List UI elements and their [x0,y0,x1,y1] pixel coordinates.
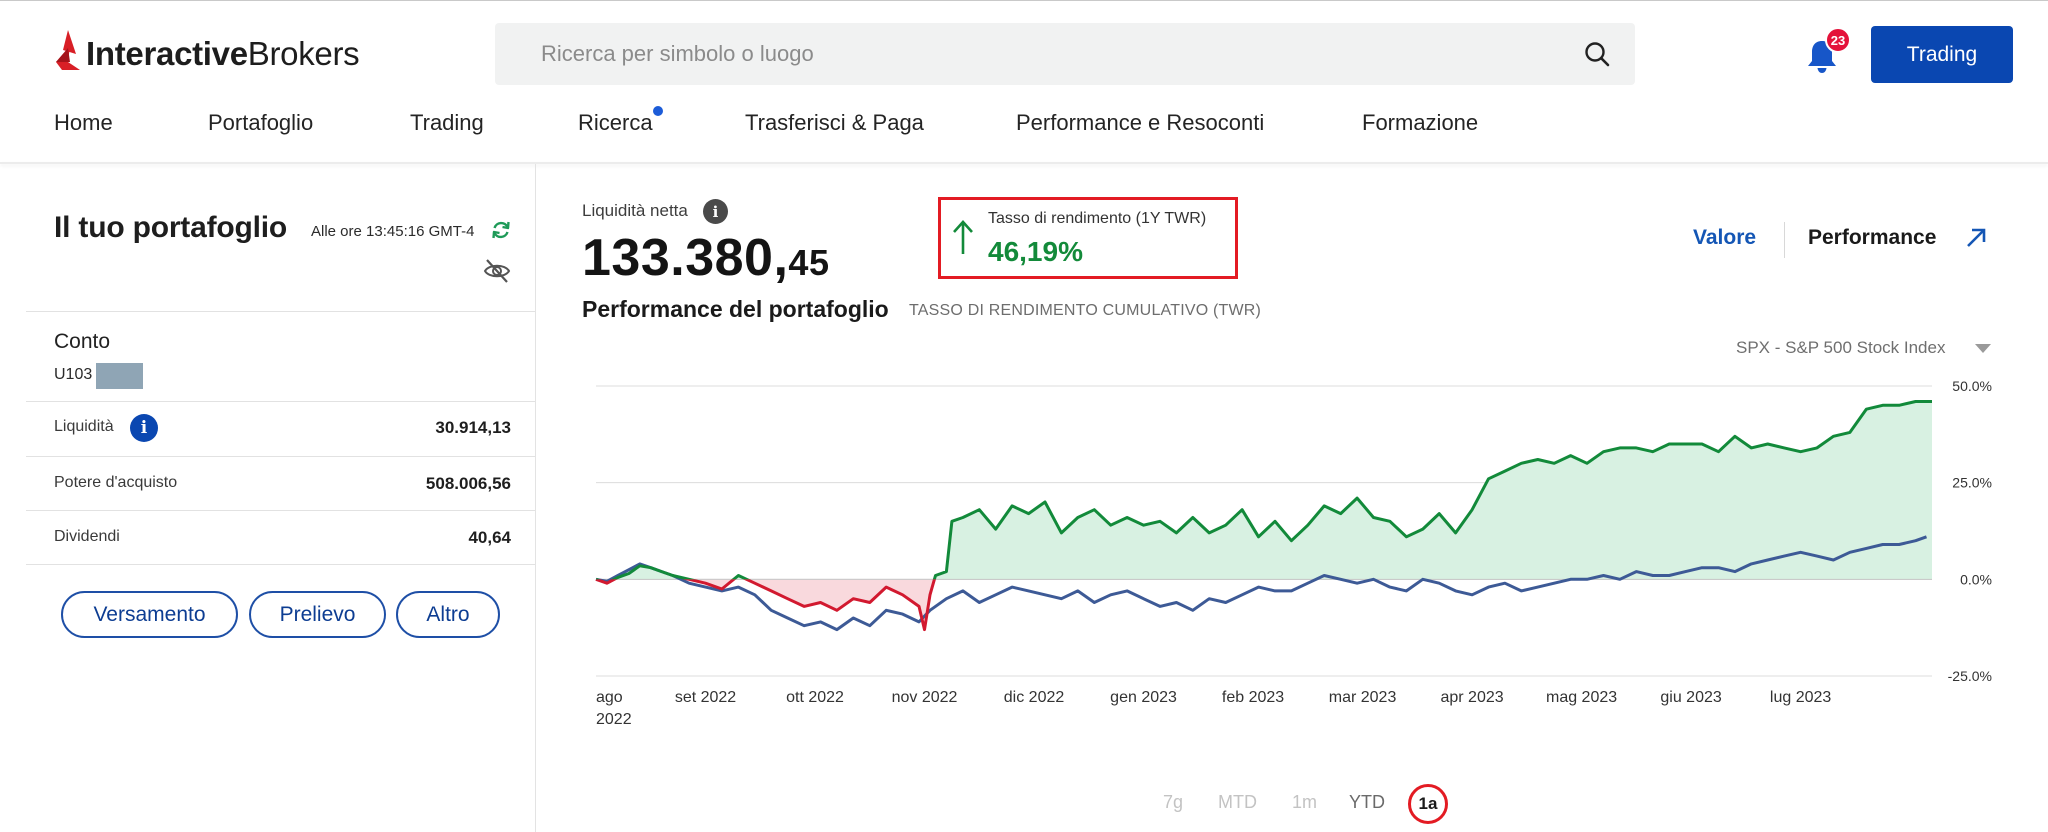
hide-values-eye-icon[interactable] [482,256,512,286]
x-tick-label: mar 2023 [1329,689,1397,706]
y-tick-label: 0.0% [1960,571,1992,587]
account-id: U103 [54,366,93,383]
chart-title: Performance del portafoglio [582,296,889,322]
other-button[interactable]: Altro [396,591,500,638]
x-tick-label: dic 2022 [1004,689,1065,706]
window-top-border [0,0,2048,1]
nav-portafoglio[interactable]: Portafoglio [208,110,314,135]
chart-subtitle: TASSO DI RENDIMENTO CUMULATIVO (TWR) [909,302,1262,319]
nav-formazione[interactable]: Formazione [1362,110,1479,135]
liquidity-info-icon[interactable]: i [130,414,158,442]
search-bar[interactable] [495,23,1635,85]
nav-performance-resoconti[interactable]: Performance e Resoconti [1016,110,1265,135]
performance-chart[interactable]: 50.0% 25.0% 0.0% -25.0% ago 2022 set 2022 ott 2… [580,370,2020,730]
view-performance-toggle[interactable]: Performance [1808,226,1937,249]
y-tick-label: 25.0% [1952,475,1992,491]
x-tick-label: apr 2023 [1440,689,1503,706]
x-tick-label: gen 2023 [1110,689,1177,706]
x-tick-label: giu 2023 [1660,689,1721,706]
y-tick-label: -25.0% [1948,668,1992,684]
net-liquidity-label: Liquidità netta [582,201,688,220]
deposit-button[interactable]: Versamento [61,591,238,638]
liquidity-value: 30.914,13 [435,418,511,437]
range-mtd[interactable]: MTD [1218,792,1257,812]
range-1a-selected[interactable]: 1a [1408,784,1448,824]
withdraw-button[interactable]: Prelievo [249,591,386,638]
twr-highlight: Tasso di rendimento (1Y TWR) 46,19% [938,197,1238,279]
interactive-brokers-logo[interactable]: InteractiveBrokers [54,28,360,80]
buying-power-label: Potere d'acquisto [54,474,178,491]
search-icon[interactable] [1583,40,1611,68]
benchmark-select[interactable]: SPX - S&P 500 Stock Index [1736,338,1946,357]
divider [26,311,535,312]
range-7g[interactable]: 7g [1163,792,1184,812]
portfolio-timestamp: Alle ore 13:45:16 GMT-4 [311,223,475,240]
nav-trading[interactable]: Trading [410,110,484,135]
divider [26,456,535,457]
brokers-flame-icon [56,30,80,70]
view-valore-toggle[interactable]: Valore [1693,226,1757,249]
x-tick-label: ago [596,689,623,706]
range-ytd[interactable]: YTD [1349,792,1385,812]
nav-trasferisci-paga[interactable]: Trasferisci & Paga [745,110,924,135]
liquidity-label: Liquidità [54,418,114,435]
nav-ricerca[interactable]: Ricerca [578,110,653,135]
portfolio-series-line-positive [595,400,1932,580]
chevron-down-icon[interactable] [1975,344,1991,353]
portfolio-title: Il tuo portafoglio [54,211,288,244]
notification-count-badge[interactable]: 23 [1825,27,1851,53]
buying-power-value: 508.006,56 [425,474,511,493]
nav-ricerca-new-dot [653,106,663,116]
account-label: Conto [54,330,111,353]
divider [26,510,535,511]
y-tick-label: 50.0% [1952,378,1992,394]
twr-label: Tasso di rendimento (1Y TWR) [988,210,1207,227]
panel-divider [535,164,536,832]
dividends-value: 40,64 [468,528,511,547]
portfolio-series-line-negative [595,579,936,632]
dividends-label: Dividendi [54,528,120,545]
x-tick-label: ott 2022 [786,689,844,706]
x-tick-label: feb 2023 [1222,689,1284,706]
twr-value: 46,19% [988,236,1083,267]
portfolio-area-positive [596,401,1932,580]
refresh-icon[interactable] [490,219,512,241]
toggle-divider [1784,222,1785,258]
arrow-up-icon [953,220,973,254]
external-link-icon[interactable] [1964,226,1988,250]
header-divider [0,162,2048,164]
range-1m[interactable]: 1m [1292,792,1318,812]
brand-name: InteractiveBrokers [86,35,360,72]
divider [26,564,535,565]
account-id-mask [96,363,143,389]
main-nav: Home Portafoglio Trading Ricerca Trasfer… [0,106,1700,146]
x-tick-label: set 2022 [675,689,736,706]
portfolio-area-negative [596,579,935,630]
x-tick-label: 2022 [596,711,632,728]
search-input[interactable] [541,23,1541,85]
net-liquidity-value: 133.380,45 [582,229,830,287]
benchmark-series-line [595,535,1928,632]
trading-button[interactable]: Trading [1871,26,2013,83]
x-tick-label: nov 2022 [892,689,958,706]
x-tick-label: lug 2023 [1770,689,1831,706]
net-liquidity-info-icon[interactable]: i [703,199,728,224]
divider [26,401,535,402]
nav-home[interactable]: Home [54,110,113,135]
x-tick-label: mag 2023 [1546,689,1617,706]
